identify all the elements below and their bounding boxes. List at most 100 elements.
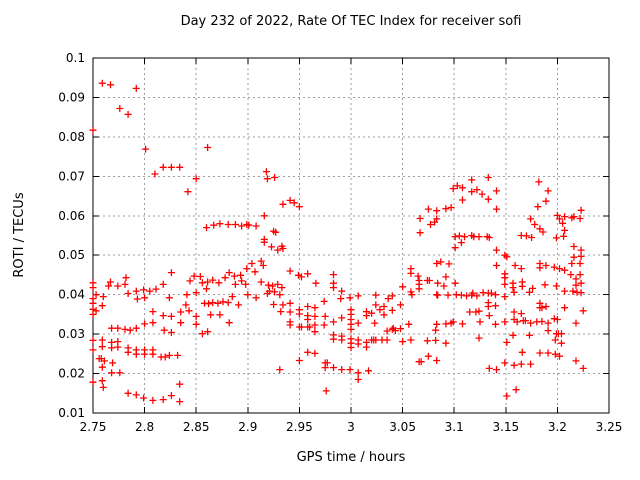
data-point-marker [116, 105, 124, 112]
data-point-marker [108, 369, 116, 377]
data-point-marker [272, 228, 280, 236]
data-point-marker [372, 301, 380, 309]
data-point-marker [107, 278, 114, 286]
data-point-marker [330, 364, 337, 372]
data-point-marker [338, 314, 346, 322]
data-point-marker [511, 262, 519, 269]
data-point-marker [184, 188, 192, 196]
data-points-layer [89, 79, 587, 406]
data-point-marker [368, 309, 376, 317]
data-point-marker [501, 318, 509, 326]
data-point-marker [451, 244, 459, 252]
data-point-marker [159, 280, 167, 288]
data-point-marker [493, 246, 500, 254]
data-point-marker [561, 304, 569, 312]
data-point-marker [383, 336, 391, 344]
data-point-marker [177, 319, 185, 327]
data-point-marker [124, 348, 132, 356]
data-point-marker [330, 284, 337, 292]
data-point-marker [434, 279, 442, 287]
data-point-marker [363, 343, 370, 351]
data-point-marker [347, 325, 355, 333]
data-point-marker [124, 389, 132, 397]
x-tick-label: 2.8 [135, 420, 154, 434]
data-point-marker [407, 269, 415, 277]
data-point-marker [230, 272, 238, 280]
data-point-marker [209, 276, 217, 284]
data-point-marker [114, 282, 122, 290]
data-point-marker [231, 280, 239, 288]
data-point-marker [330, 271, 337, 279]
data-point-marker [453, 182, 461, 190]
data-point-marker [320, 297, 328, 305]
data-point-marker [279, 245, 287, 252]
data-point-marker [380, 311, 388, 319]
data-point-marker [192, 312, 200, 320]
data-point-marker [237, 271, 245, 279]
data-point-marker [577, 206, 585, 214]
data-point-marker [216, 311, 224, 319]
data-point-marker [493, 262, 500, 269]
data-point-marker [433, 207, 441, 215]
data-point-marker [461, 233, 468, 241]
data-point-marker [518, 282, 526, 290]
data-point-marker [468, 188, 476, 196]
data-point-marker [550, 263, 558, 271]
data-point-marker [231, 221, 239, 228]
data-point-marker [330, 318, 337, 326]
data-point-marker [132, 324, 140, 332]
y-tick-label: 0.05 [58, 248, 85, 262]
data-point-marker [558, 339, 565, 347]
data-point-marker [415, 285, 423, 293]
data-point-marker [149, 350, 157, 358]
data-point-marker [92, 307, 100, 315]
data-point-marker [468, 291, 476, 299]
data-point-marker [152, 285, 160, 293]
x-tick-label: 3.25 [596, 420, 623, 434]
data-point-marker [536, 264, 544, 272]
data-point-marker [99, 383, 107, 391]
data-point-marker [521, 317, 529, 325]
data-point-marker [89, 284, 97, 292]
data-point-marker [146, 287, 154, 295]
data-point-marker [149, 319, 157, 327]
data-point-marker [432, 336, 440, 344]
data-point-marker [321, 364, 329, 372]
data-point-marker [529, 284, 537, 292]
data-point-marker [475, 233, 483, 241]
data-point-marker [243, 265, 251, 273]
data-point-marker [442, 205, 450, 213]
data-point-marker [121, 325, 129, 333]
data-point-marker [186, 277, 194, 285]
data-point-marker [165, 351, 173, 359]
data-point-marker [286, 321, 294, 329]
data-point-marker [149, 396, 157, 404]
data-point-marker [567, 271, 575, 279]
data-point-marker [286, 267, 294, 275]
y-tick-label: 0.07 [58, 169, 85, 183]
data-point-marker [167, 392, 175, 400]
y-tick-label: 0.06 [58, 209, 85, 223]
data-point-marker [432, 326, 440, 334]
data-point-marker [354, 369, 362, 377]
data-point-marker [176, 380, 184, 388]
data-point-marker [527, 319, 535, 327]
y-tick-label: 0.01 [58, 406, 85, 420]
data-point-marker [89, 299, 97, 307]
data-point-marker [478, 190, 486, 198]
y-tick-label: 0.1 [66, 51, 85, 65]
data-point-marker [509, 284, 517, 292]
data-point-marker [535, 178, 543, 186]
data-point-marker [542, 197, 550, 205]
data-point-marker [210, 221, 218, 229]
x-tick-label: 3 [347, 420, 355, 434]
data-point-marker [433, 215, 441, 223]
x-tick-label: 2.95 [286, 420, 313, 434]
data-point-marker [544, 349, 552, 357]
data-point-marker [346, 294, 354, 302]
data-point-marker [100, 357, 108, 365]
data-point-marker [572, 281, 580, 289]
data-point-marker [89, 310, 97, 318]
data-point-marker [207, 311, 215, 319]
data-point-marker [174, 351, 182, 359]
